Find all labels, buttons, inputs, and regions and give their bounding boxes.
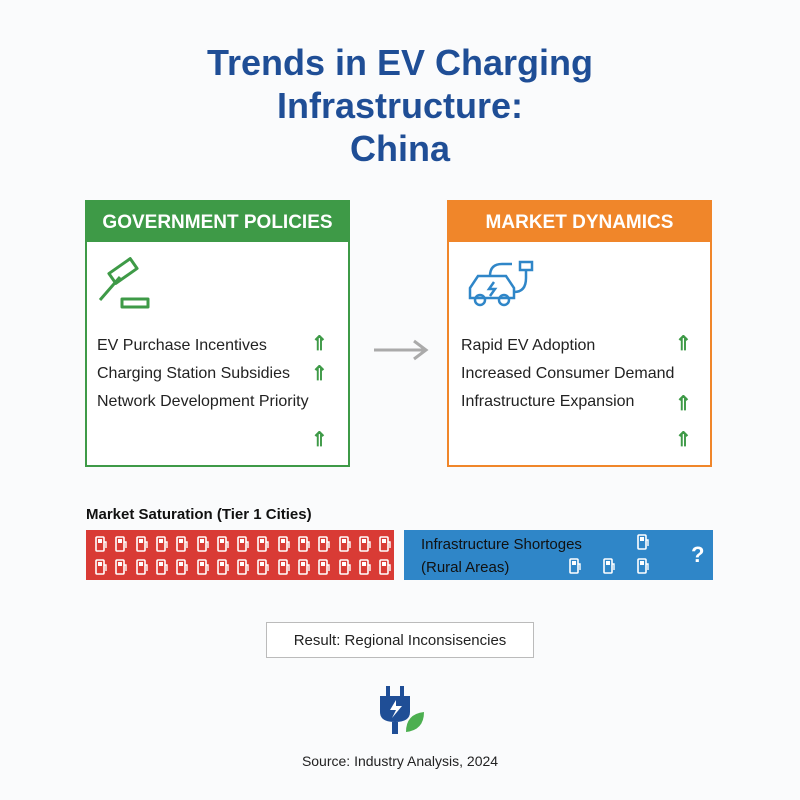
up-arrow: ⇑: [675, 429, 692, 451]
saturation-label: Market Saturation (Tier 1 Cities): [86, 506, 312, 523]
up-arrow: ⇑: [675, 333, 692, 355]
shortage-text: (Rural Areas): [421, 559, 510, 576]
charger-icon: [95, 559, 107, 575]
result-box: Result: Regional Inconsisencies: [266, 622, 534, 658]
charger-icon: [156, 536, 168, 552]
title: Trends in EV Charging: [206, 42, 594, 83]
gavel-icon: [98, 257, 150, 309]
charger-icon: [237, 559, 249, 575]
arrow: [372, 338, 432, 367]
plug-icon: [380, 686, 424, 734]
charger-icon: [115, 536, 127, 552]
charger-icon: [298, 536, 310, 552]
panel: MARKET DYNAMICS: [447, 200, 712, 467]
charger-icon: [359, 536, 371, 552]
charger-icon: [176, 536, 188, 552]
charger-icon: [196, 536, 209, 552]
list-item: Rapid EV Adoption: [461, 337, 596, 354]
charger-icon: [603, 558, 615, 574]
charger-icon: [637, 558, 649, 574]
title: Infrastructure:: [276, 85, 524, 126]
panel-heading: MARKET DYNAMICS: [449, 202, 710, 242]
charger-icon: [379, 559, 391, 575]
charger-icon: [338, 536, 351, 552]
charger-icon: [257, 536, 270, 552]
up-arrow: ⇑: [311, 333, 328, 355]
panel: GOVERNMENT POLICIES: [85, 200, 350, 467]
charger-icon: [216, 559, 229, 575]
question-mark: ?: [691, 542, 705, 567]
source: Source: Industry Analysis, 2024: [301, 753, 499, 769]
list-item: Network Development Priority: [97, 393, 309, 410]
charger-icon: [216, 536, 229, 552]
charger-icon: [196, 559, 209, 575]
ev-car-icon: [468, 260, 534, 307]
panel-heading: GOVERNMENT POLICIES: [87, 202, 348, 242]
charger-icon: [338, 559, 351, 575]
charger-icon: [298, 559, 310, 575]
charger-icon: [115, 559, 127, 575]
charger-icon: [277, 536, 290, 552]
charger-icon: [379, 536, 391, 552]
shortage-bar: Infrastructure Shortoges (Rural Areas) ?: [404, 530, 713, 580]
charger-icon: [135, 559, 148, 575]
charger-icon: [318, 559, 330, 575]
charger-icon: [135, 536, 148, 552]
charger-icon: [359, 559, 371, 575]
shortage-text: Infrastructure Shortoges: [421, 536, 582, 553]
charger-icon: [95, 536, 107, 552]
list-item: Infrastructure Expansion: [461, 393, 635, 410]
up-arrow: ⇑: [675, 393, 692, 415]
charger-icon: [637, 534, 649, 550]
charger-icon: [176, 559, 188, 575]
list-item: Increased Consumer Demand: [461, 365, 675, 382]
charger-icon: [237, 536, 249, 552]
charger-icon: [318, 536, 330, 552]
charger-icon: [257, 559, 270, 575]
up-arrow: ⇑: [311, 363, 328, 385]
saturation-bar: [86, 530, 394, 580]
charger-icon: [569, 558, 581, 574]
charger-icon: [156, 559, 168, 575]
title: China: [349, 128, 450, 169]
charger-icon: [277, 559, 290, 575]
up-arrow: ⇑: [311, 429, 328, 451]
list-item: EV Purchase Incentives: [97, 337, 267, 354]
list-item: Charging Station Subsidies: [97, 365, 291, 382]
